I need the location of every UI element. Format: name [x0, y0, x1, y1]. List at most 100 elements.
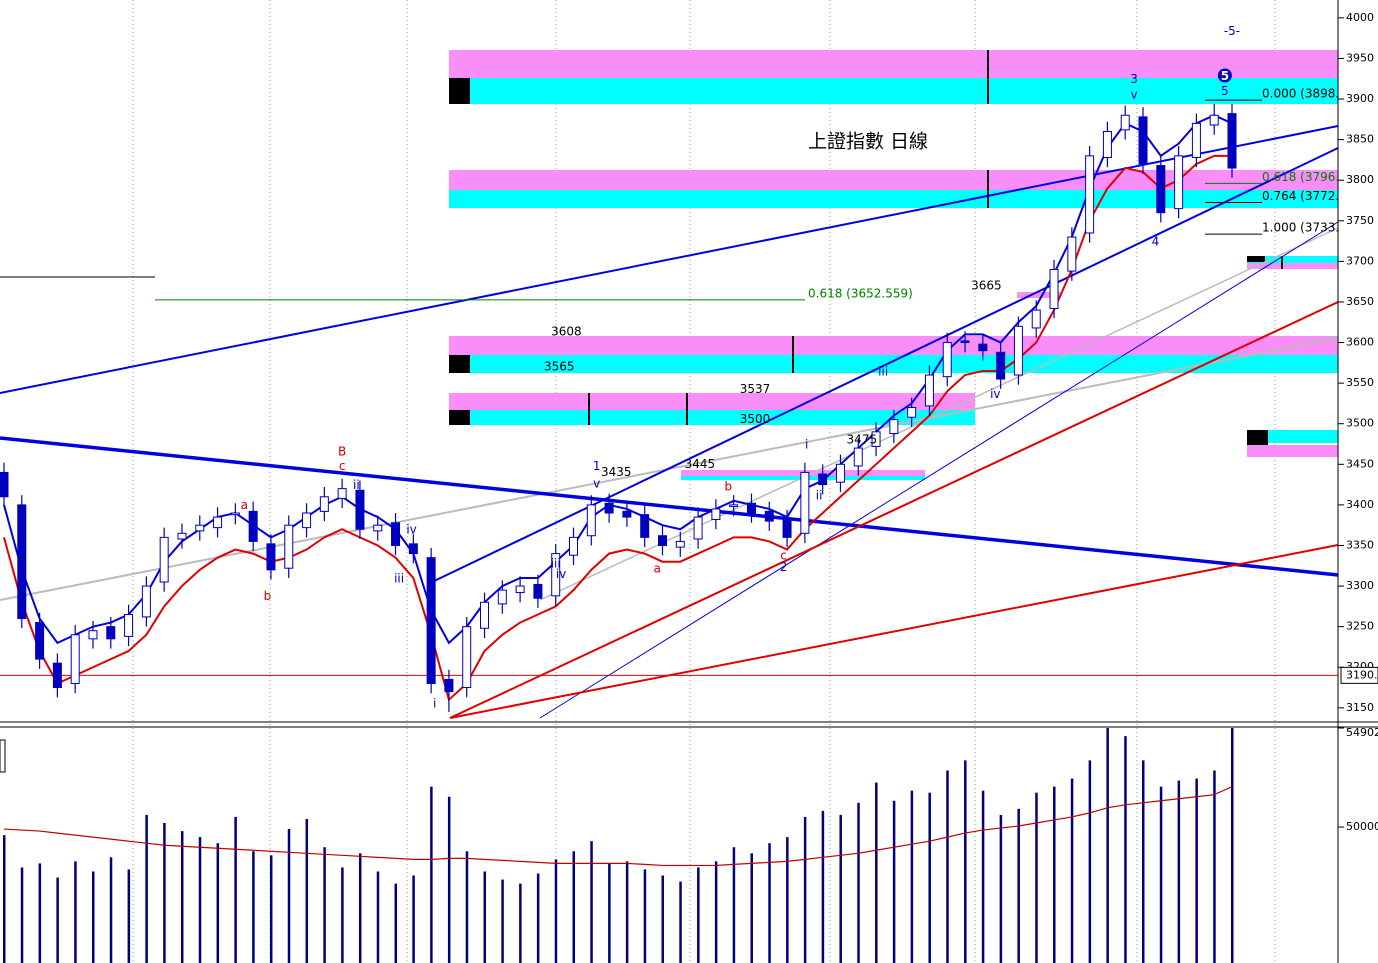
volume-bar [287, 829, 291, 963]
zone [449, 355, 1338, 373]
volume-bar [1070, 778, 1074, 963]
volume-bar [109, 857, 113, 963]
trend-line [449, 301, 1339, 719]
volume-bar [946, 770, 949, 963]
candle-body [408, 543, 418, 555]
volume-bar [590, 841, 593, 963]
volume-bar [625, 861, 629, 963]
candle-body [782, 519, 792, 538]
volume-bar [697, 867, 700, 963]
candle-body [462, 626, 472, 689]
zone [1268, 430, 1338, 443]
candle-body [213, 516, 223, 529]
volume-bar [981, 790, 985, 963]
candle-body [497, 589, 507, 605]
zone [1247, 256, 1338, 263]
y-tick-label: 3500 [1346, 417, 1374, 430]
volume-bar [519, 883, 522, 963]
price-label: 3537 [740, 382, 771, 396]
volume-bar [91, 871, 95, 963]
y-tick-label: 54902 [1346, 726, 1378, 739]
volume-bar [1177, 780, 1181, 963]
wave-label: iii [394, 571, 404, 585]
wave-label: 1 [593, 459, 601, 473]
wave-label: c [780, 549, 787, 563]
time-grid [132, 0, 1276, 963]
volume-bar [1142, 760, 1145, 963]
volume-bar [20, 867, 24, 963]
candle-body [35, 622, 45, 660]
volume-bar [376, 871, 380, 963]
wave-label: iii [551, 557, 561, 571]
candle-body [1138, 116, 1148, 165]
candle-body [640, 514, 650, 538]
zone [449, 190, 1338, 208]
wave-label: ii [816, 488, 823, 502]
panel-box [0, 739, 6, 773]
candle-body [729, 504, 739, 508]
wave-label: 5 [1221, 84, 1229, 98]
volume-bar [501, 879, 504, 963]
volume-bar [56, 877, 59, 963]
candle-body [551, 553, 561, 597]
wave-label: v [1131, 87, 1138, 101]
volume-bar [1231, 728, 1234, 963]
price-label: 3475 [847, 433, 878, 447]
candle-body [177, 532, 187, 540]
price-plot: 0.000 (3898.7 0.618 (3796.1 0.764 (3772.6 1… [0, 24, 1347, 712]
volume-bar [1053, 786, 1056, 963]
price-label: 3565 [544, 359, 575, 373]
y-tick-label: 3450 [1346, 457, 1374, 470]
wave-label: b [725, 480, 733, 494]
volume-bar [252, 851, 255, 963]
candle-body [1049, 268, 1059, 309]
volume-bar [305, 818, 309, 963]
volume-bar [839, 814, 842, 963]
wave-label: b [264, 589, 272, 603]
price-line-box [1340, 666, 1378, 684]
trend-line [449, 544, 1339, 719]
volume-bar [786, 837, 789, 963]
trend-line [429, 147, 1339, 584]
volume-bar [661, 875, 664, 963]
zone [449, 393, 975, 410]
wave-label: a [653, 562, 660, 576]
wave-label: iv [556, 567, 566, 581]
candle-body [159, 536, 169, 583]
volume-bar [145, 814, 148, 963]
candle-body [1174, 155, 1184, 210]
fib-label: 0.764 (3772.6 [1262, 189, 1347, 203]
wave-label: iv [990, 387, 1000, 401]
volume-bar [1159, 786, 1163, 963]
candle-body [657, 535, 667, 546]
volume-bar [127, 869, 131, 963]
volume-average [3, 786, 1233, 867]
wave-label: ii [353, 478, 360, 492]
volume-bar [447, 796, 451, 963]
price-label: 3608 [551, 325, 582, 339]
price-label: 3500 [740, 412, 771, 426]
zone [1247, 263, 1338, 269]
candle-body [480, 601, 490, 629]
candle-body [586, 504, 596, 537]
volume-bar [1124, 736, 1127, 963]
fib-label: 0.618 (3652.559) [808, 286, 913, 300]
zone [1247, 445, 1338, 457]
candle-body [569, 536, 579, 556]
zone-marker [449, 78, 470, 104]
candle-body [924, 374, 934, 407]
y-tick-label: 3800 [1346, 173, 1374, 186]
candle-body [1209, 114, 1219, 126]
zone-marker [449, 355, 470, 373]
volume-bar [608, 863, 611, 963]
wave-label: B [338, 445, 346, 459]
volume-bar [536, 873, 540, 963]
candle-body [1156, 165, 1166, 214]
candle-body [907, 406, 917, 418]
wave-label: 5 [1221, 69, 1229, 83]
wave-label: iv [406, 523, 416, 537]
candle-body [835, 463, 845, 483]
volume-bar [1017, 808, 1020, 963]
volume-bar [643, 869, 647, 963]
